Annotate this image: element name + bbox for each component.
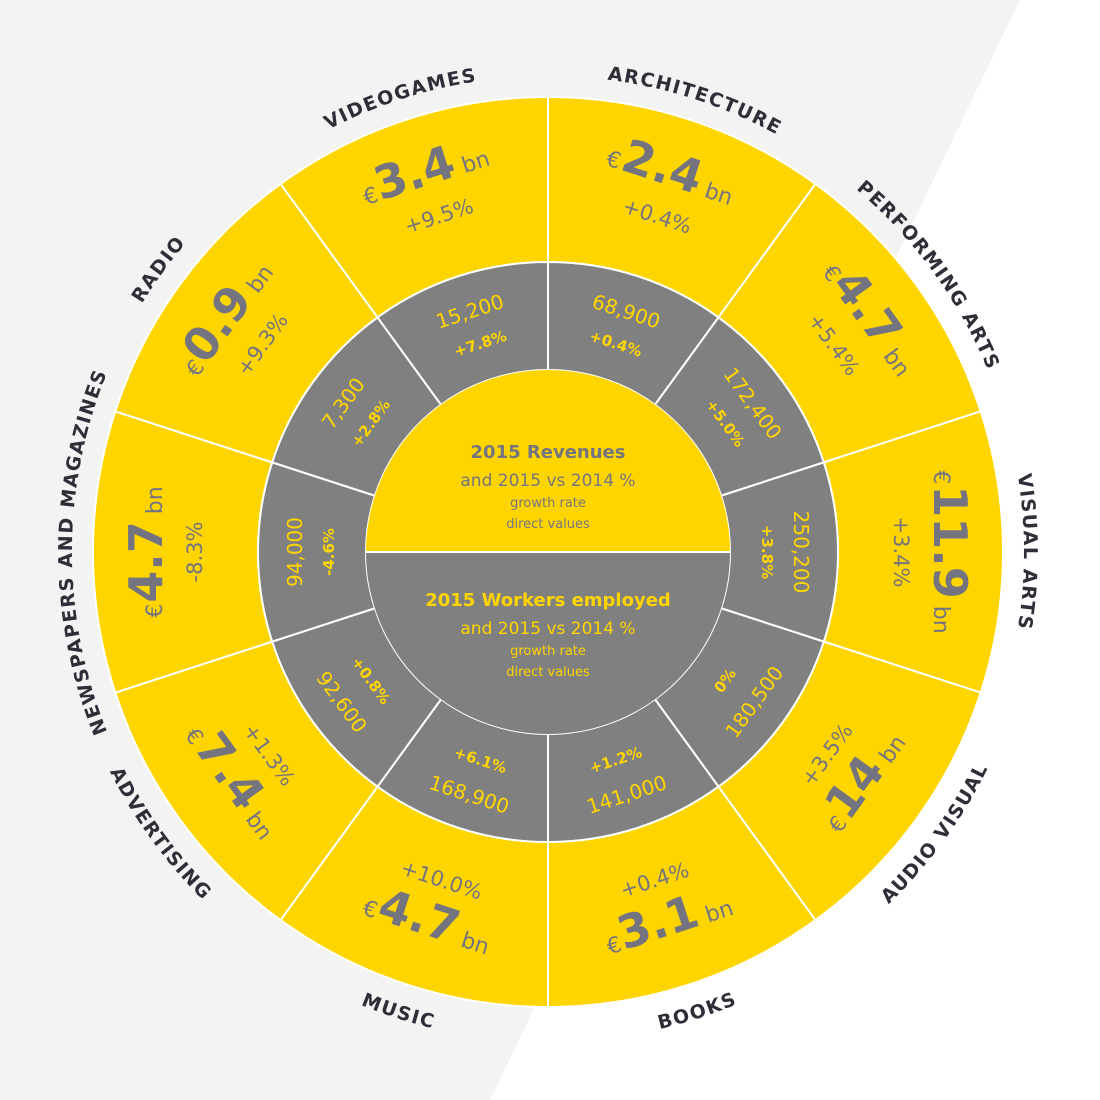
workers-value: 94,000	[283, 517, 307, 587]
center-revenues-title: 2015 Revenues	[471, 442, 626, 463]
revenue-value: €11.9 bn	[923, 470, 977, 633]
center-workers-line2: and 2015 vs 2014 %	[460, 619, 635, 639]
center-revenues-line4: direct values	[506, 517, 590, 532]
sector-advertising: €7.4 bn+1.3%92,600+0.8%ADVERTISING	[105, 606, 443, 922]
center-workers-title: 2015 Workers employed	[425, 590, 671, 611]
workers-growth: +3.8%	[758, 525, 776, 579]
center-panel: 2015 Revenues and 2015 vs 2014 % growth …	[366, 370, 730, 734]
workers-value-group: 250,200 +3.8%	[758, 511, 813, 594]
sector-radio: €0.9 bn+9.3%7,300+2.8%RADIO	[114, 182, 443, 498]
sector-label: VISUAL ARTS	[1013, 472, 1041, 632]
workers-value-group: 94,000 -4.6%	[283, 517, 338, 587]
revenue-growth: -8.3%	[183, 522, 207, 583]
center-workers-line3: growth rate	[510, 644, 586, 659]
revenue-value: €4.7 bn	[119, 486, 173, 617]
center-revenues-line3: growth rate	[510, 496, 586, 511]
revenue-value-group: €4.7 bn -8.3%	[119, 486, 207, 617]
sector-music: €4.7 bn+10.0%168,900+6.1%MUSIC	[279, 697, 549, 1033]
center-workers-line4: direct values	[506, 665, 590, 680]
revenue-growth: +3.4%	[889, 517, 913, 588]
revenue-value-group: €11.9 bn +3.4%	[889, 470, 977, 633]
center-revenues-line2: and 2015 vs 2014 %	[460, 471, 635, 491]
workers-growth: -4.6%	[320, 528, 338, 576]
center-revenues-half	[366, 370, 730, 552]
center-workers-half	[366, 552, 730, 734]
sector-visual-arts: €11.9 bn +3.4% 250,200 +3.8% VISUAL ARTS	[719, 410, 1041, 694]
workers-value: 250,200	[789, 511, 813, 594]
sector-label: BOOKS	[655, 988, 740, 1034]
revenue-value-group: €3.1 bn+0.4%	[604, 858, 737, 961]
